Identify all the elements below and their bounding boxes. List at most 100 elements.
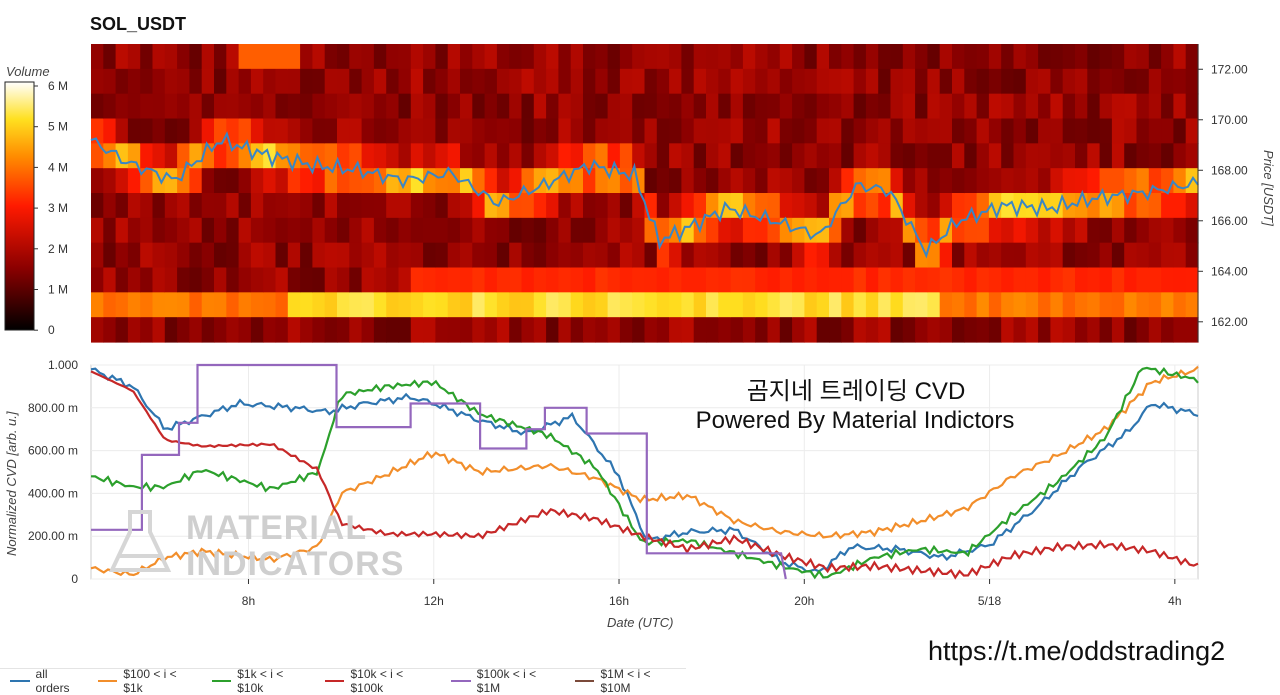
watermark: MATERIAL INDICATORS [186,510,404,582]
heatmap-cell [927,118,941,144]
legend-item[interactable]: $100k < i < $1M [451,667,561,695]
heatmap-cell [509,68,523,95]
heatmap-cell [361,143,375,169]
heatmap-cell [127,68,141,95]
heatmap-cell [915,44,928,70]
heatmap-cell [829,118,842,144]
telegram-link[interactable]: https://t.me/oddstrading2 [928,636,1226,666]
heatmap-cell [669,44,682,70]
heatmap-cell [583,44,596,70]
heatmap-cell [706,267,719,293]
heatmap-cell [509,168,523,194]
price-tick-label: 168.00 [1211,163,1248,177]
heatmap-cell [460,217,473,244]
heatmap-cell [361,193,375,219]
heatmap-cell [373,292,387,318]
heatmap-cell [1148,292,1162,318]
heatmap-cell [263,242,277,269]
heatmap-cell [435,143,449,169]
heatmap-cell [755,68,769,95]
heatmap-cell [730,143,744,169]
heatmap-cell [435,242,449,269]
heatmap-cell [902,242,916,269]
heatmap-cell [460,118,473,144]
legend-item[interactable]: $100 < i < $1k [97,667,198,695]
heatmap-cell [656,44,670,70]
heatmap-cell [976,68,990,95]
heatmap-cell [287,168,301,194]
heatmap-cell [238,292,252,318]
heatmap-cell [865,168,879,194]
heatmap-cell [988,292,1002,318]
heatmap-cell [398,44,412,70]
heatmap-cell [767,242,781,269]
cvd-y-tick-label: 800.00 m [28,401,78,415]
heatmap-cell [915,292,928,318]
heatmap-cell [1136,44,1150,70]
heatmap-cell [829,44,842,70]
heatmap-cell [890,44,904,70]
heatmap-cell [730,242,744,269]
heatmap-cell [1087,217,1101,244]
heatmap-cell [337,217,350,244]
heatmap-cell [570,44,584,70]
heatmap-cell [1013,267,1027,293]
heatmap-cell [164,292,178,318]
legend-item[interactable]: $10k < i < $100k [324,667,437,695]
heatmap-cell [595,93,609,120]
heatmap-cell [521,267,535,293]
heatmap-cell [595,242,609,269]
heatmap-cell [1013,93,1027,120]
heatmap-cell [915,267,928,293]
heatmap-cell [275,217,289,244]
heatmap-cell [755,118,769,144]
heatmap-cell [1099,168,1113,194]
heatmap-cell [189,168,203,194]
heatmap-cell [447,217,461,244]
heatmap-cell [349,292,363,318]
heatmap-cell [312,68,326,95]
heatmap-cell [829,217,842,244]
heatmap-cell [189,267,203,293]
heatmap-cell [361,317,375,343]
heatmap-cell [1148,68,1162,95]
heatmap-cell [460,68,473,95]
heatmap-cell [189,317,203,343]
heatmap-cell [742,217,756,244]
heatmap-cell [1161,44,1174,70]
heatmap-cell [324,68,338,95]
heatmap-cell [312,193,326,219]
legend-item[interactable]: all orders [10,667,84,695]
heatmap-cell [103,143,117,169]
heatmap-cell [214,193,227,219]
heatmap-cell [730,68,744,95]
heatmap-cell [140,217,154,244]
heatmap-cell [226,68,240,95]
heatmap-cell [546,118,559,144]
heatmap-cell [927,68,941,95]
heatmap-cell [546,44,559,70]
heatmap-cell [816,292,830,318]
heatmap-cell [152,93,166,120]
heatmap-cell [1136,242,1150,269]
heatmap-cell [865,143,879,169]
heatmap-cell [988,168,1002,194]
heatmap-cell [878,317,892,343]
heatmap-cell [324,267,338,293]
heatmap-cell [570,118,584,144]
heatmap-cell [779,143,793,169]
heatmap-cell [115,44,129,70]
heatmap-cell [1025,292,1039,318]
heatmap-cell [275,193,289,219]
heatmap-cell [927,193,941,219]
heatmap-cell [878,242,892,269]
heatmap-cell [435,44,449,70]
legend-item[interactable]: $1k < i < $10k [211,667,311,695]
legend-item[interactable]: $1M < i < $10M [574,667,682,695]
heatmap-cell [521,93,535,120]
heatmap-cell [275,118,289,144]
heatmap-cell [619,267,633,293]
heatmap-cell [779,292,793,318]
heatmap-cell [386,68,400,95]
cvd-y-tick-label: 0 [71,572,78,586]
